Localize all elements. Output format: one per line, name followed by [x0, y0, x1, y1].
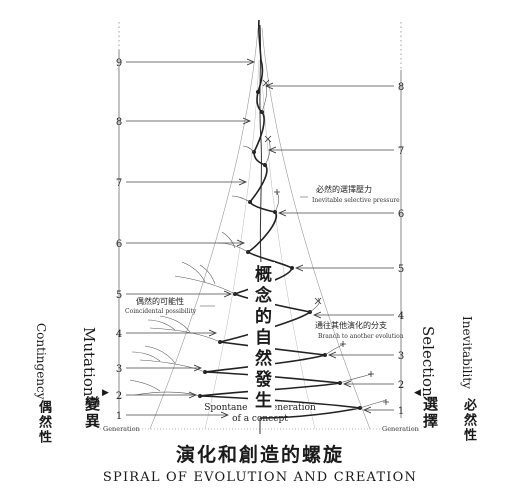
coincidental-label-en: Coincidental possibility — [125, 308, 197, 315]
right-ticks: 1 2 3 4 5 6 7 8 — [398, 82, 404, 417]
right-tick: 4 — [398, 311, 404, 322]
left-tick: 7 — [116, 178, 122, 189]
node — [290, 266, 294, 270]
center-label: 概念的自然發生 — [248, 262, 275, 415]
selection-branches — [261, 83, 387, 409]
left-title-zh: 變異 — [83, 396, 101, 430]
right-tick: 6 — [398, 209, 404, 220]
mutation-branches — [129, 145, 255, 397]
cone-outer-left — [149, 27, 259, 430]
right-tick: 5 — [398, 264, 404, 275]
main-title-en: SPIRAL OF EVOLUTION AND CREATION — [102, 470, 418, 485]
right-title-en: Selection — [419, 326, 437, 397]
selective-label-zh: 必然的選擇壓力 — [316, 184, 372, 194]
left-tick: 6 — [116, 239, 122, 250]
left-tick: 4 — [116, 329, 122, 340]
right-title-zh: 選擇 — [421, 396, 439, 430]
left-tick: 1 — [116, 411, 122, 422]
left-ticks: 1 2 3 4 5 6 7 8 9 — [116, 58, 122, 422]
left-tick: 3 — [116, 364, 122, 375]
node — [256, 90, 260, 94]
branch-label-en: Branch to another evolution — [318, 333, 404, 340]
left-arrow-icon: ▶ — [102, 388, 109, 398]
right-level-arrows — [266, 86, 394, 410]
left-title-en: Mutation — [80, 327, 98, 397]
evolution-spiral — [199, 19, 361, 419]
central-stem — [259, 24, 263, 300]
coincidental-label-zh: 偶然的可能性 — [136, 296, 184, 306]
right-subtitle-zh: 必然性 — [461, 398, 476, 443]
branch-end-marks — [262, 79, 389, 405]
cone-inner-right — [260, 59, 316, 430]
right-tick: 7 — [398, 146, 404, 157]
left-subtitle-en: Contingency — [34, 323, 48, 400]
right-tick: 3 — [398, 351, 404, 362]
left-level-arrows — [126, 62, 254, 415]
right-generation-label: Generation — [382, 425, 419, 433]
right-tick: 2 — [398, 380, 404, 391]
right-subtitle-en: Inevitability — [460, 316, 474, 389]
selective-label-en: Inevitable selective pressure — [312, 197, 400, 204]
left-tick: 9 — [116, 58, 122, 69]
left-subtitle-zh: 偶然性 — [36, 400, 51, 445]
branch-label-zh: 通往其他演化的分支 — [315, 320, 387, 330]
spontaneous-label-2: of a concept — [232, 414, 288, 424]
right-arrow-icon: ◀ — [414, 388, 421, 398]
right-tick: 1 — [398, 406, 404, 417]
left-generation-label: Generation — [103, 425, 140, 433]
cone-outer-right — [261, 27, 371, 430]
left-tick: 5 — [116, 290, 122, 301]
left-tick: 2 — [116, 391, 122, 402]
left-tick: 8 — [116, 117, 122, 128]
main-title-zh: 演化和創造的螺旋 — [175, 444, 344, 466]
right-tick: 8 — [398, 82, 404, 93]
